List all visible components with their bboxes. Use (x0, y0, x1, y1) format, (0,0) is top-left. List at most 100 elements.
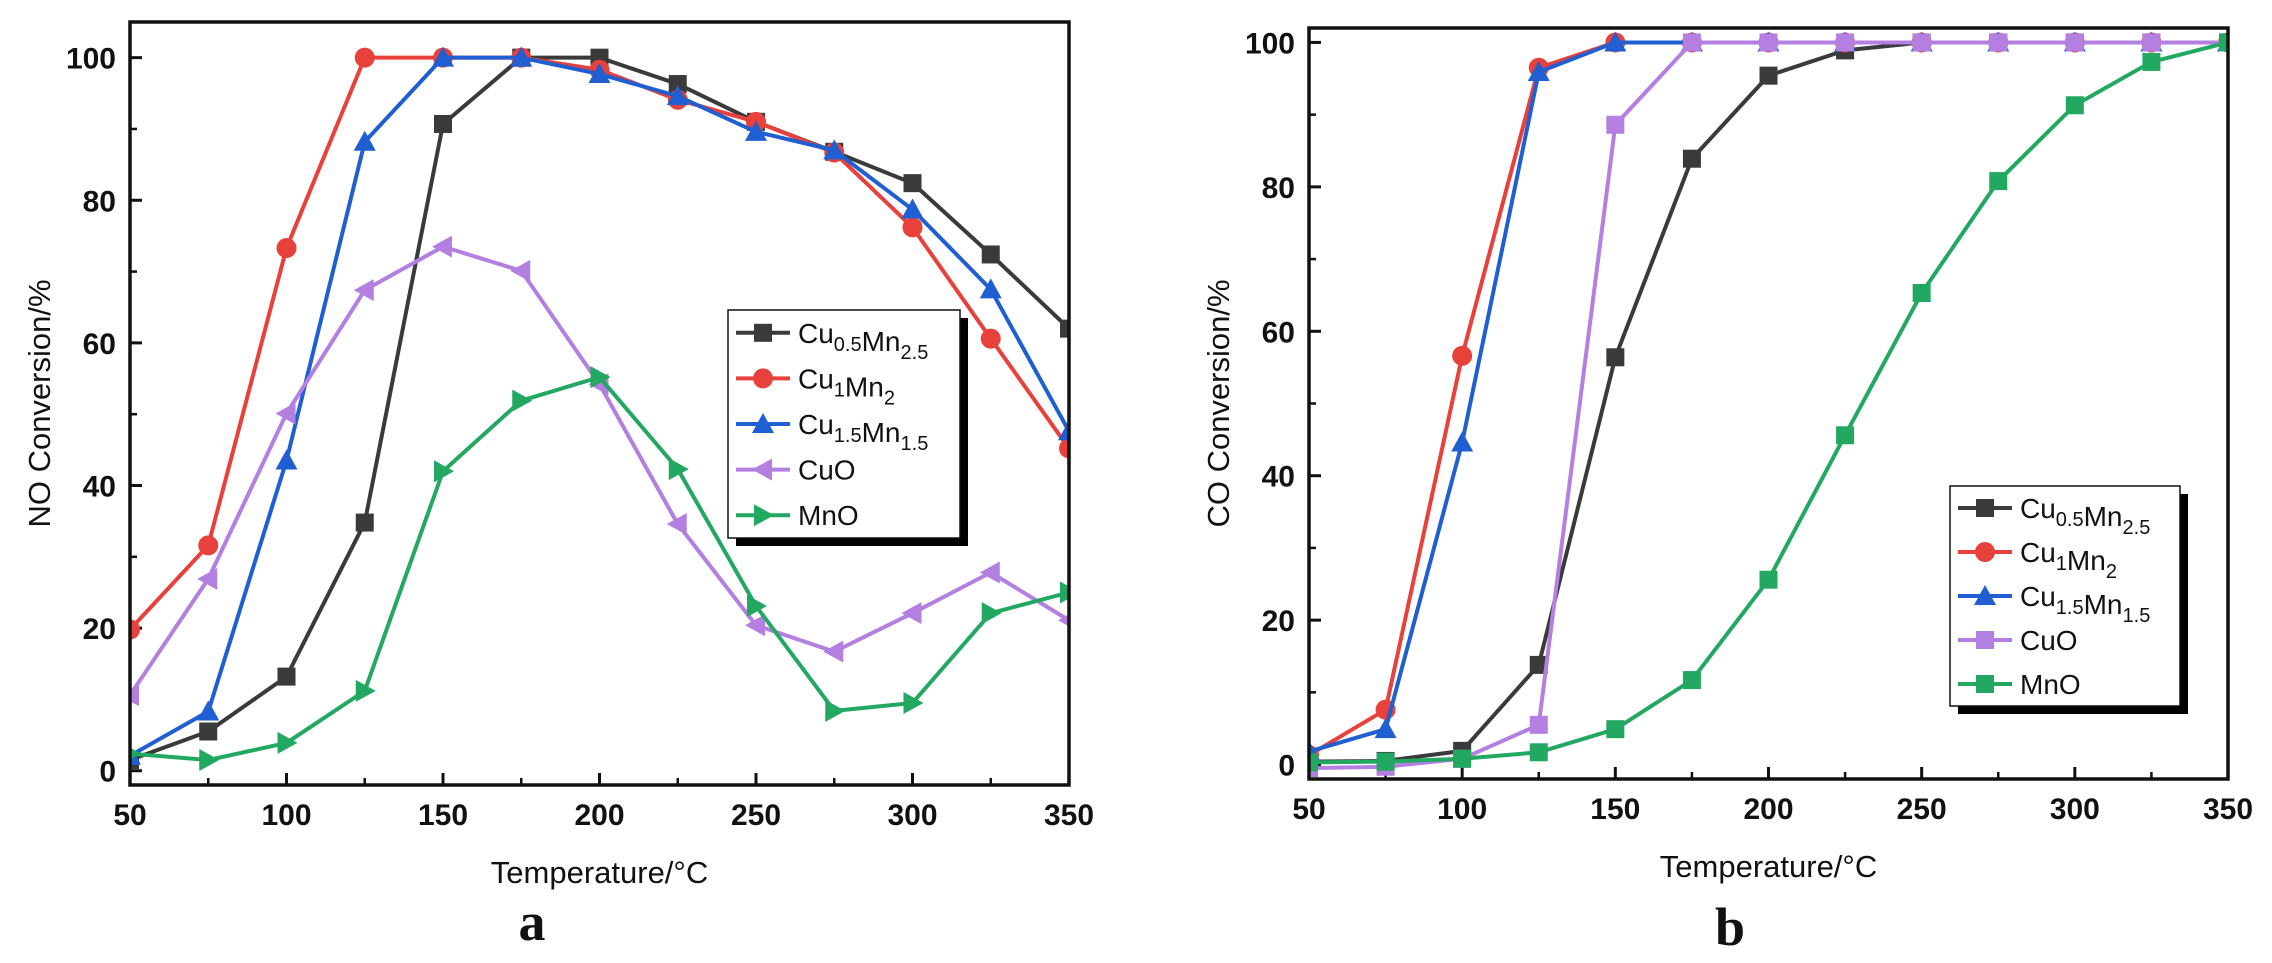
chart-a-legend-item: CuO (736, 455, 856, 486)
chart-b-data-point (1912, 284, 1931, 303)
chart-a-data-point (825, 699, 846, 722)
chart-b-data-point (1606, 720, 1625, 739)
chart-a-data-point (668, 75, 687, 94)
chart-a-data-point (275, 402, 296, 425)
chart-a-legend-label-sub: 1.5 (834, 425, 862, 447)
chart-b-legend-item: CuO (1958, 625, 2078, 656)
chart-a-legend-label-part: MnO (798, 500, 859, 531)
chart-a: 50 100 150 200 250 300 350 0 20 40 60 80 100 Temperat… (22, 20, 1094, 952)
chart-a-legend-marker (754, 323, 772, 342)
chart-b-legend-item: MnO (1958, 669, 2081, 700)
chart-b-xtick-label: 200 (1743, 793, 1793, 826)
chart-a-legend-label: CuO (798, 455, 856, 486)
chart-b-data-point (1912, 33, 1931, 52)
chart-b-ytick-label: 20 (1262, 605, 1295, 638)
chart-b-legend-item: Cu0.5Mn2.5 (1958, 493, 2150, 539)
chart-b-legend-label-sub: 1 (2056, 553, 2067, 575)
chart-b-xtick-label: 150 (1590, 793, 1640, 826)
chart-b-legend-label-sub: 2 (2106, 561, 2117, 583)
chart-b-data-point (1836, 33, 1855, 52)
chart-a-data-point (353, 279, 374, 302)
chart-b-data-point (2142, 52, 2161, 71)
chart-a-data-point (901, 602, 922, 625)
chart-b: 50 100 150 200 250 300 350 0 20 40 60 80 100 Temperat… (1201, 26, 2253, 957)
chart-a-legend-label-part: Mn (862, 417, 901, 448)
chart-a-legend-marker (752, 413, 774, 433)
chart-b-data-point (1452, 345, 1473, 366)
chart-b-panel-label: b (1715, 897, 1745, 957)
chart-b-legend-label-part: Mn (2067, 545, 2106, 576)
chart-a-data-point (434, 460, 454, 483)
chart-a-data-point (745, 614, 765, 637)
chart-a-ytick-label: 60 (83, 328, 116, 361)
chart-b-xtick-label: 50 (1292, 793, 1325, 826)
chart-a-legend-label: Cu1.5Mn1.5 (798, 409, 928, 455)
chart-a-legend-label-sub: 2 (884, 387, 895, 409)
chart-a-data-point (510, 46, 533, 67)
chart-a-legend-item: Cu1.5Mn1.5 (736, 409, 928, 455)
chart-b-legend-label-sub: 1.5 (2056, 597, 2084, 619)
chart-a-legend-label-part: CuO (798, 455, 856, 486)
chart-a-data-point (979, 561, 1000, 584)
chart-a-series-CuO (130, 235, 1069, 707)
chart-b-data-point (1606, 348, 1625, 367)
chart-b-data-point (1759, 66, 1778, 85)
chart-b-legend-label: Cu1Mn2 (2020, 537, 2117, 583)
chart-b-legend-label: Cu1.5Mn1.5 (2020, 581, 2150, 627)
chart-a-data-point (355, 679, 376, 702)
chart-a-data-point (510, 259, 531, 282)
chart-b-data-point (1836, 426, 1855, 445)
chart-b-xtick-label: 350 (2203, 793, 2253, 826)
chart-b-legend-item: Cu1Mn2 (1958, 537, 2117, 583)
chart-a-data-point (277, 667, 296, 686)
chart-b-xtick-label: 300 (2050, 793, 2100, 826)
chart-a-data-point (275, 449, 298, 470)
chart-b-data-point (1453, 749, 1472, 768)
chart-b-series-MnO (1309, 33, 2228, 772)
chart-a-data-point (668, 458, 689, 481)
chart-a-legend-item: Cu1Mn2 (736, 363, 895, 409)
chart-a-legend-item: MnO (736, 500, 859, 531)
chart-a-data-point (823, 640, 844, 663)
chart-a-legend-label-part: Mn (862, 326, 901, 357)
chart-a-data-point (745, 120, 767, 141)
chart-a-data-point (276, 238, 297, 259)
chart-a-data-point (197, 700, 220, 721)
chart-b-data-point (1451, 431, 1474, 452)
chart-a-ytick-label: 0 (99, 756, 116, 789)
chart-a-ytick-label: 20 (83, 613, 116, 646)
chart-b-ytick-label: 100 (1245, 27, 1295, 60)
chart-a-series-MnO (130, 366, 1069, 772)
chart-b-data-point (1309, 753, 1318, 772)
chart-a-ytick-label: 40 (83, 471, 116, 504)
chart-a-data-point (277, 731, 298, 754)
chart-a-xtick-label: 350 (1044, 799, 1094, 832)
chart-b-legend-label: Cu0.5Mn2.5 (2020, 493, 2150, 539)
chart-a-data-point (1058, 420, 1069, 441)
chart-a-data-point (198, 535, 219, 556)
chart-b-data-point (1682, 33, 1701, 52)
chart-b-data-point (2065, 96, 2084, 115)
chart-a-legend-label-sub: 1 (834, 379, 845, 401)
chart-b-data-point (1682, 671, 1701, 690)
chart-a-panel-label: a (519, 892, 546, 952)
chart-a-data-point (901, 198, 924, 219)
chart-a-data-point (432, 235, 452, 258)
chart-a-data-point (353, 130, 376, 151)
chart-b-legend-label-part: MnO (2020, 669, 2081, 700)
chart-a-legend-label: Cu1Mn2 (798, 363, 895, 409)
chart-b-data-point (2142, 33, 2161, 52)
chart-b-legend-label-part: Mn (2084, 589, 2123, 620)
chart-a-data-point (903, 174, 922, 193)
chart-a-xlabel: Temperature/°C (491, 855, 708, 890)
chart-b-legend-label-part: CuO (2020, 625, 2078, 656)
chart-b-data-point (1759, 33, 1778, 52)
chart-b-legend-label-part: Cu (2020, 581, 2056, 612)
chart-b-legend-label-part: Cu (2020, 493, 2056, 524)
chart-a-xtick-label: 200 (574, 799, 624, 832)
chart-a-data-point (197, 567, 218, 590)
chart-a-data-point (1059, 438, 1069, 459)
chart-a-legend-marker (752, 458, 772, 481)
chart-a-data-point (902, 217, 923, 238)
chart-a-legend-item: Cu0.5Mn2.5 (736, 318, 928, 364)
